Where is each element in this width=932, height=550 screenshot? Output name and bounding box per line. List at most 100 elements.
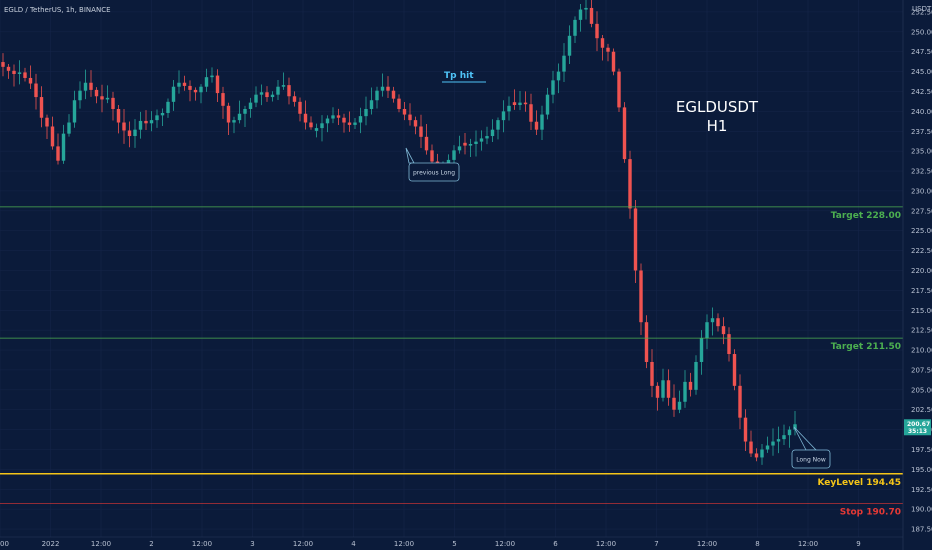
- candle-body: [611, 51, 616, 72]
- candle-body: [215, 75, 220, 94]
- countdown-tag: 35:13: [908, 428, 927, 435]
- candle-body: [424, 136, 429, 151]
- price-axis-bg: [903, 0, 932, 550]
- candle-body: [606, 47, 610, 52]
- candle-body: [655, 385, 660, 398]
- x-tick-label: 12:00: [697, 540, 717, 548]
- x-tick-label: 2022: [42, 540, 60, 548]
- candle-body: [127, 130, 132, 137]
- candle-body: [309, 122, 313, 128]
- candle-body: [364, 108, 368, 117]
- y-tick-label: 215.00: [911, 307, 932, 315]
- x-tick-label: 12:00: [91, 540, 111, 548]
- candle-body: [628, 159, 632, 209]
- candle-body: [771, 441, 775, 446]
- candle-body: [452, 150, 456, 160]
- candle-body: [644, 322, 649, 362]
- candle-body: [683, 381, 687, 402]
- candle-body: [221, 93, 225, 106]
- candle-body: [617, 71, 621, 108]
- candle-body: [688, 381, 693, 390]
- candle-body: [193, 89, 198, 93]
- candle-body: [551, 80, 555, 95]
- candle-body: [419, 126, 423, 137]
- previous-long-callout: previous Long: [405, 147, 460, 182]
- candle-body: [402, 108, 407, 115]
- currency-label: USDT: [912, 5, 932, 13]
- y-tick-label: 222.50: [911, 247, 932, 255]
- y-tick-label: 240.00: [911, 108, 932, 116]
- x-tick-label: 12:00: [394, 540, 414, 548]
- candle-body: [479, 138, 484, 142]
- candle-body: [39, 97, 44, 118]
- price-axis[interactable]: 187.50190.00192.50195.00197.50200.00202.…: [902, 0, 932, 550]
- title-symbol: EGLDUSDT: [676, 98, 759, 116]
- candle-body: [292, 96, 297, 102]
- candle-body: [672, 397, 676, 410]
- candle-body: [408, 114, 412, 121]
- candle-body: [243, 108, 247, 114]
- candle-body: [45, 117, 49, 127]
- x-tick-label: 4: [351, 540, 356, 548]
- y-tick-label: 207.50: [911, 366, 932, 374]
- current-price-tag: 200.67: [907, 421, 930, 428]
- candle-body: [457, 146, 462, 151]
- candle-body: [518, 102, 522, 106]
- candle-body: [83, 82, 88, 91]
- candle-body: [182, 82, 187, 86]
- candle-body: [270, 94, 275, 98]
- candle-body: [342, 117, 346, 123]
- candle-body: [50, 126, 55, 147]
- candle-body: [111, 97, 115, 109]
- candle-body: [529, 104, 533, 122]
- x-tick-label: 12:00: [495, 540, 515, 548]
- candle-body: [545, 94, 550, 115]
- tp-hit-annotation: Tp hit: [442, 71, 486, 83]
- candle-body: [336, 115, 341, 118]
- x-tick-label: 3: [250, 540, 254, 548]
- candle-body: [600, 38, 605, 48]
- previous-long-pointer: [405, 147, 415, 164]
- candle-body: [534, 121, 539, 130]
- candle-body: [721, 326, 726, 335]
- candle-body: [397, 98, 401, 109]
- candle-body: [28, 77, 33, 84]
- candle-body: [298, 101, 302, 114]
- time-axis[interactable]: 00 2022 12:00 2 12:00 3 12:00 4 12:00 5 12:00 6 12:0…: [0, 536, 903, 548]
- level-label-stop: Stop 190.70: [840, 508, 901, 518]
- y-tick-label: 217.50: [911, 287, 932, 295]
- candle-body: [287, 85, 291, 97]
- x-tick-label: 12:00: [798, 540, 818, 548]
- candle-body: [523, 102, 528, 105]
- x-tick-label: 2: [149, 540, 153, 548]
- candle-body: [787, 429, 792, 436]
- candle-body: [61, 133, 66, 161]
- candle-body: [793, 424, 797, 430]
- candle-body: [639, 270, 643, 323]
- candle-body: [732, 354, 737, 386]
- candle-body: [265, 92, 269, 98]
- candle-body: [743, 417, 748, 442]
- x-tick-label: 12:00: [192, 540, 212, 548]
- candle-body: [413, 120, 418, 127]
- y-tick-label: 237.50: [911, 128, 932, 136]
- candle-body: [237, 113, 242, 121]
- candle-body: [765, 445, 770, 450]
- candle-body: [199, 86, 203, 93]
- y-tick-label: 192.50: [911, 486, 932, 494]
- level-label-target1: Target 228.00: [831, 211, 901, 221]
- y-tick-label: 232.50: [911, 168, 932, 176]
- candles: [1, 0, 797, 465]
- candle-body: [166, 101, 170, 113]
- candle-body: [391, 90, 396, 99]
- candle-body: [738, 385, 742, 418]
- candle-body: [122, 122, 126, 131]
- candle-body: [232, 120, 236, 123]
- candle-body: [210, 75, 214, 78]
- long-now-box: [791, 449, 831, 469]
- level-label-keylevel: KeyLevel 194.45: [817, 478, 901, 488]
- candle-body: [694, 361, 698, 390]
- candle-body: [677, 401, 682, 410]
